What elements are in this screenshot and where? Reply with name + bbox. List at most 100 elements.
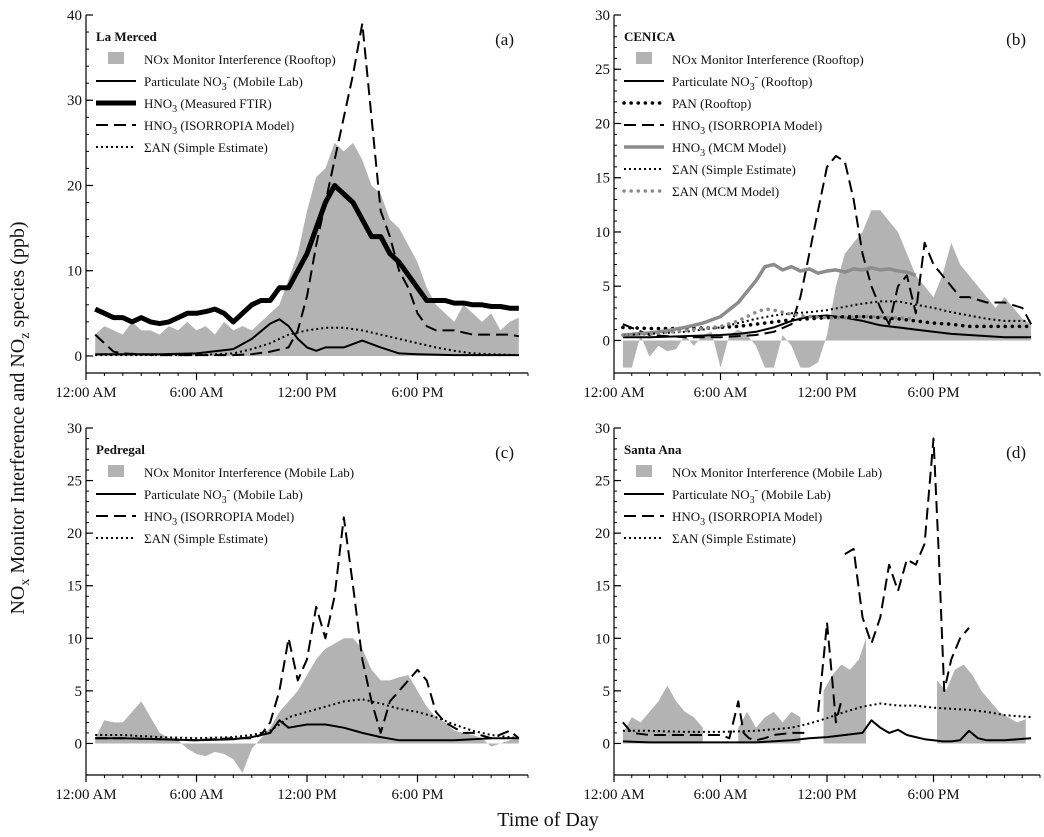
y-tick-label: 30 (67, 93, 82, 109)
legend-label: NOx Monitor Interference (Mobile Lab) (144, 465, 354, 480)
y-tick-label: 5 (75, 684, 83, 700)
y-tick-label: 10 (595, 631, 610, 647)
legend: NOx Monitor Interference (Rooftop) Partic… (622, 52, 864, 199)
y-axis-title-part-3: species (ppb) (7, 221, 29, 332)
panel-d: 0 5 10 15 20 25 30 12:00 AM 6:00 AM 12:00 PM 6:00 … (583, 421, 1041, 803)
legend-item-sigmaan-simple-estimate: ΣAN (Simple Estimate) (624, 531, 796, 546)
x-tick-label: 6:00 AM (170, 787, 224, 803)
legend-swatch (636, 52, 652, 64)
series-line-hno3-measured-ftir (94, 183, 519, 327)
legend-item-hno3-isorropia-model: HNO3 (ISORROPIA Model) (96, 509, 294, 528)
legend-item-particulate-no3-mobile-lab: Particulate NO3- (Mobile Lab) (96, 485, 303, 506)
legend-item-hno3-mcm-model: HNO3 (MCM Model) (624, 140, 786, 159)
x-tick-label: 12:00 AM (55, 385, 116, 401)
panel-b: 0 5 10 15 20 25 30 12:00 AM 6:00 AM 12:00 PM 6:00 … (583, 8, 1041, 401)
series-line-hno3-mcm-model (622, 262, 917, 337)
legend-label: Particulate NO3- (Mobile Lab) (672, 485, 831, 506)
series-area-nox-monitor-interference-mobile-lab-seg0 (622, 685, 703, 744)
y-tick-label: 10 (595, 225, 610, 241)
legend-item-sigmaan-simple-estimate: ΣAN (Simple Estimate) (624, 162, 796, 177)
legend-label: HNO3 (ISORROPIA Model) (144, 118, 294, 137)
series-area-nox-monitor-interference-mobile-lab-seg3 (937, 664, 1026, 744)
y-tick-label: 40 (67, 8, 82, 24)
x-tick-label: 12:00 PM (797, 385, 857, 401)
legend-item-hno3-isorropia-model: HNO3 (ISORROPIA Model) (96, 118, 294, 137)
x-tick-label: 6:00 AM (694, 385, 748, 401)
legend-item-sigmaan-simple-estimate: ΣAN (Simple Estimate) (96, 531, 268, 546)
legend-label: ΣAN (Simple Estimate) (144, 140, 268, 155)
series-line-pan-rooftop (621, 314, 1033, 331)
legend: NOx Monitor Interference (Mobile Lab) Par… (96, 465, 354, 546)
series-area-nox-monitor-interference-mobile-lab (95, 638, 519, 773)
site-name: CENICA (624, 29, 676, 44)
legend-item-sigmaan-mcm-model: ΣAN (MCM Model) (622, 184, 779, 199)
legend-label: HNO3 (ISORROPIA Model) (672, 118, 822, 137)
panel-letter: (b) (1006, 30, 1026, 49)
series-line-sigmaan-simple-estimate (95, 698, 519, 740)
series-line-hno3-isorropia-model (95, 516, 520, 742)
series-line-hno3-isorropia-model-seg2 (844, 437, 970, 692)
y-axis-title: NOx Monitor Interference and NOz species… (7, 221, 33, 614)
series-line-sigmaan-mcm-model (621, 307, 918, 337)
legend-label: NOx Monitor Interference (Rooftop) (144, 52, 336, 67)
x-tick-label: 6:00 PM (391, 385, 443, 401)
legend-swatch (636, 465, 652, 477)
legend-label: HNO3 (ISORROPIA Model) (144, 509, 294, 528)
x-tick-label: 6:00 PM (907, 385, 959, 401)
y-tick-label: 30 (595, 421, 610, 437)
y-axis-title-sub-z: z (18, 333, 33, 339)
legend-swatch (108, 52, 124, 64)
legend-swatch (108, 465, 124, 477)
legend-item-hno3-isorropia-model: HNO3 (ISORROPIA Model) (624, 118, 822, 137)
series-line-particulate-no3-mobile-lab (95, 318, 519, 357)
y-tick-label: 20 (67, 178, 82, 194)
x-tick-label: 12:00 AM (583, 385, 644, 401)
y-tick-label: 20 (595, 116, 610, 132)
series-area-nox-monitor-interference-mobile-lab-seg2 (823, 638, 866, 744)
legend-label: ΣAN (Simple Estimate) (672, 162, 796, 177)
y-tick-label: 20 (67, 526, 82, 542)
y-tick-label: 0 (603, 333, 611, 349)
y-tick-label: 25 (595, 62, 610, 78)
y-axis-title-part-1: NO (7, 586, 29, 615)
y-tick-label: 30 (67, 421, 82, 437)
y-tick-label: 10 (67, 631, 82, 647)
legend-label: ΣAN (Simple Estimate) (672, 531, 796, 546)
y-tick-label: 15 (595, 171, 610, 187)
legend-item-nox-monitor-interference-rooftop: NOx Monitor Interference (Rooftop) (108, 52, 336, 67)
panel-letter: (a) (495, 30, 514, 49)
y-tick-label: 25 (67, 474, 82, 490)
panel-a: 0 10 20 30 40 12:00 AM 6:00 AM 12:00 PM 6:00 PM L… (55, 8, 529, 401)
panel-c: 0 5 10 15 20 25 30 12:00 AM 6:00 AM 12:00 PM 6:00 … (55, 421, 529, 803)
legend-item-pan-rooftop: PAN (Rooftop) (622, 96, 751, 111)
panel-letter: (d) (1006, 443, 1026, 462)
series-line-hno3-isorropia-model (622, 155, 1032, 339)
plot-area (95, 516, 520, 773)
series-line-hno3-isorropia-model (94, 22, 519, 357)
legend: NOx Monitor Interference (Mobile Lab) Par… (624, 465, 882, 546)
legend-item-nox-monitor-interference-mobile-lab: NOx Monitor Interference (Mobile Lab) (636, 465, 882, 480)
x-tick-label: 6:00 AM (694, 787, 748, 803)
x-tick-label: 6:00 PM (391, 787, 443, 803)
legend-label: ΣAN (MCM Model) (672, 184, 779, 199)
y-axis-title-part-2: Monitor Interference and NO (7, 339, 29, 579)
legend-label: PAN (Rooftop) (672, 96, 751, 111)
y-tick-label: 0 (75, 349, 83, 365)
series-line-particulate-no3-mobile-lab (622, 719, 1032, 744)
y-tick-label: 5 (603, 684, 611, 700)
y-tick-label: 15 (67, 579, 82, 595)
y-tick-label: 0 (75, 736, 83, 752)
legend-item-nox-monitor-interference-mobile-lab: NOx Monitor Interference (Mobile Lab) (108, 465, 354, 480)
site-name: La Merced (96, 29, 158, 44)
legend-label: NOx Monitor Interference (Rooftop) (672, 52, 864, 67)
legend-item-sigmaan-simple-estimate: ΣAN (Simple Estimate) (96, 140, 268, 155)
legend-item-hno3-isorropia-model: HNO3 (ISORROPIA Model) (624, 509, 822, 528)
site-name: Pedregal (96, 442, 145, 457)
plot-area (622, 437, 1032, 744)
legend-item-nox-monitor-interference-rooftop: NOx Monitor Interference (Rooftop) (636, 52, 864, 67)
x-tick-label: 12:00 PM (797, 787, 857, 803)
legend-label: HNO3 (Measured FTIR) (144, 96, 272, 115)
plot-area (621, 155, 1033, 368)
legend-item-particulate-no3-mobile-lab: Particulate NO3- (Mobile Lab) (624, 485, 831, 506)
